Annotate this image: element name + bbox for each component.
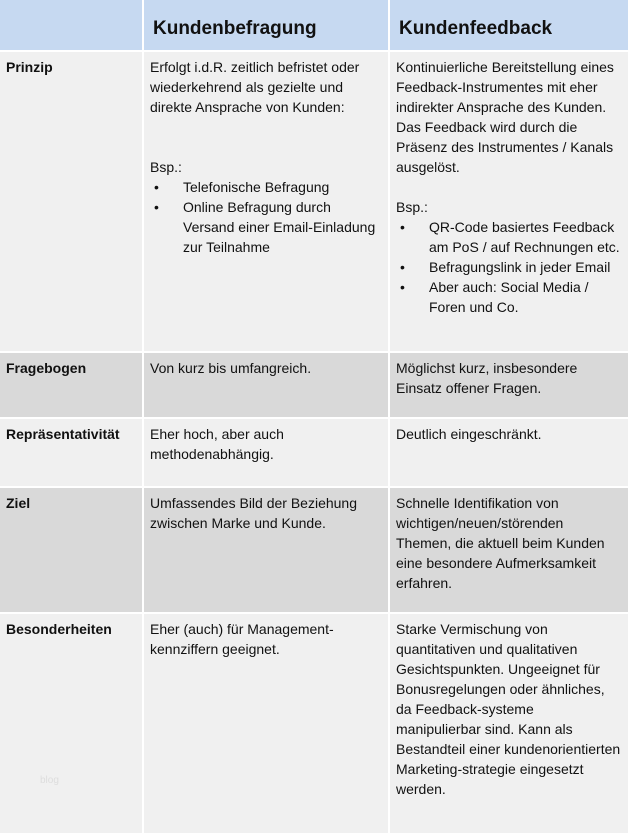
bsp-label: Bsp.:	[396, 199, 428, 215]
row-prinzip: Prinzip Erfolgt i.d.R. zeitlich befriste…	[0, 52, 628, 351]
cell-befragung: Erfolgt i.d.R. zeitlich befristet oder w…	[144, 52, 388, 351]
list-item: Online Befragung durch Versand einer Ema…	[150, 197, 382, 257]
cell-text: Erfolgt i.d.R. zeitlich befristet oder w…	[150, 59, 360, 115]
row-label: Prinzip	[0, 52, 142, 351]
row-fragebogen: Fragebogen Von kurz bis umfangreich. Mög…	[0, 353, 628, 417]
cell-feedback: Deutlich eingeschränkt.	[390, 419, 628, 486]
row-ziel: Ziel Umfassendes Bild der Beziehung zwis…	[0, 488, 628, 612]
cell-befragung: Umfassendes Bild der Beziehung zwischen …	[144, 488, 388, 612]
cell-feedback: Schnelle Identifikation von wichtigen/ne…	[390, 488, 628, 612]
cell-text: Kontinuierliche Bereitstellung eines Fee…	[396, 59, 614, 175]
example-list: Telefonische Befragung Online Befragung …	[150, 177, 382, 257]
bsp-label: Bsp.:	[150, 159, 182, 175]
cell-befragung: Eher hoch, aber auch methodenabhängig.	[144, 419, 388, 486]
list-item: Befragungslink in jeder Email	[396, 257, 622, 277]
header-kundenbefragung: Kundenbefragung	[144, 0, 388, 50]
row-label: Repräsentativität	[0, 419, 142, 486]
header-empty-cell	[0, 0, 142, 50]
cell-befragung: Von kurz bis umfangreich.	[144, 353, 388, 417]
header-row: Kundenbefragung Kundenfeedback	[0, 0, 628, 50]
row-label: Besonderheiten	[0, 614, 142, 833]
header-kundenfeedback: Kundenfeedback	[390, 0, 628, 50]
cell-feedback: Möglichst kurz, insbesondere Einsatz off…	[390, 353, 628, 417]
row-label: Fragebogen	[0, 353, 142, 417]
row-repraesentativitaet: Repräsentativität Eher hoch, aber auch m…	[0, 419, 628, 486]
list-item: Aber auch: Social Media / Foren und Co.	[396, 277, 622, 317]
row-besonderheiten: Besonderheiten Eher (auch) für Managemen…	[0, 614, 628, 833]
list-item: Telefonische Befragung	[150, 177, 382, 197]
cell-befragung: Eher (auch) für Management-kennziffern g…	[144, 614, 388, 833]
row-label: Ziel	[0, 488, 142, 612]
list-item: QR-Code basiertes Feedback am PoS / auf …	[396, 217, 622, 257]
cell-feedback: Starke Vermischung von quantitativen und…	[390, 614, 628, 833]
watermark: blog	[40, 775, 59, 786]
cell-feedback: Kontinuierliche Bereitstellung eines Fee…	[390, 52, 628, 351]
example-list: QR-Code basiertes Feedback am PoS / auf …	[396, 217, 622, 317]
